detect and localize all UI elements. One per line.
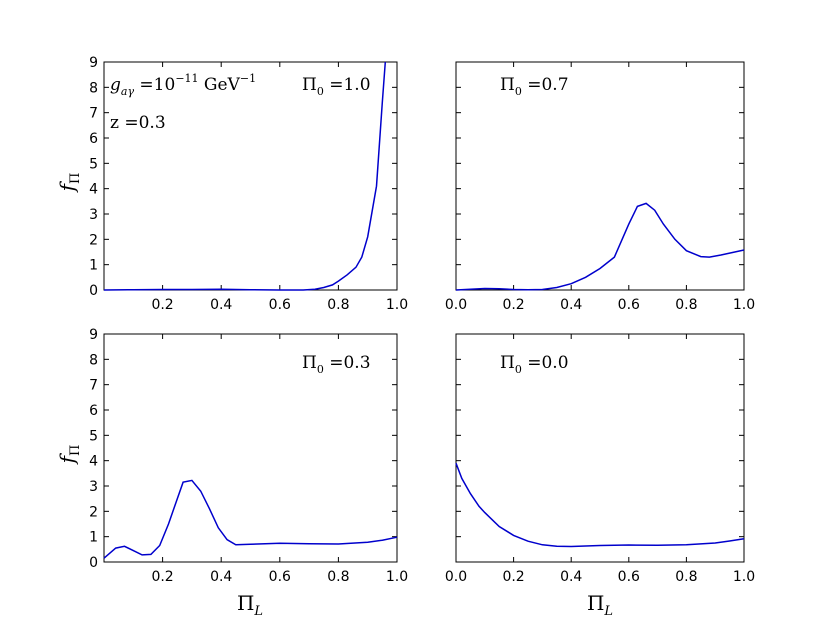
x-tick-label: 0.6: [269, 569, 291, 585]
x-axis-label: ΠL: [587, 591, 613, 619]
panel-bottom-left: 0.2 0.4 0.6 0.8 1.0 0 1 2 3 4 5 6 7 8 9 Π0 =0.3 fΠ ΠL: [55, 327, 408, 619]
y-tick-label: 1: [89, 530, 98, 546]
panel-top-left: 0.2 0.4 0.6 0.8 1.0 0 1 2 3 4 5 6 7 8 9 gaγ =10−11 GeV…: [55, 55, 408, 313]
x-tick-label: 1.0: [386, 297, 408, 313]
y-tick-label: 7: [89, 106, 98, 122]
x-tick-label: 0.4: [560, 569, 582, 585]
y-tick-label: 9: [89, 327, 98, 343]
series-line: [103, 61, 387, 291]
x-tick-label: 0.4: [210, 569, 232, 585]
annotation-coupling: gaγ =10−11 GeV−1: [110, 72, 256, 98]
y-tick-label: 2: [89, 232, 98, 248]
annotation-pi0: Π0 =0.0: [500, 353, 569, 376]
x-tick-label: 0.8: [327, 569, 349, 585]
x-tick-label: 1.0: [733, 297, 755, 313]
panel-bottom-right: 0.0 0.2 0.4 0.6 0.8 1.0 Π0 =0.0 ΠL: [445, 333, 755, 619]
plot-frame: [455, 333, 745, 563]
x-tick-label: 0.2: [151, 569, 173, 585]
plot-frame: [103, 61, 398, 291]
y-tick-label: 8: [89, 352, 98, 368]
annotation-redshift: z =0.3: [110, 113, 166, 133]
x-tick-label: 0.8: [327, 297, 349, 313]
x-tick-label: 0.6: [618, 297, 640, 313]
y-axis-label: fΠ: [55, 445, 83, 466]
panel-top-right: 0.0 0.2 0.4 0.6 0.8 1.0 Π0 =0.7: [445, 61, 755, 313]
plot-frame: [455, 61, 745, 291]
x-tick-label: 0.2: [502, 297, 524, 313]
x-tick-label: 0.0: [445, 569, 467, 585]
y-tick-label: 6: [89, 131, 98, 147]
y-tick-label: 3: [89, 479, 98, 495]
annotation-pi0: Π0 =0.7: [500, 75, 569, 98]
x-tick-label: 0.8: [675, 569, 697, 585]
y-tick-label: 4: [89, 454, 98, 470]
y-tick-label: 9: [89, 55, 98, 71]
x-tick-label: 0.0: [445, 297, 467, 313]
y-tick-label: 5: [89, 428, 98, 444]
x-tick-label: 0.4: [560, 297, 582, 313]
y-tick-label: 7: [89, 378, 98, 394]
x-tick-label: 0.6: [269, 297, 291, 313]
annotation-pi0: Π0 =1.0: [302, 75, 371, 98]
x-tick-label: 1.0: [733, 569, 755, 585]
series-line: [455, 202, 745, 291]
series-line: [103, 479, 398, 559]
y-tick-label: 0: [89, 283, 98, 299]
x-tick-label: 0.8: [675, 297, 697, 313]
x-tick-label: 0.6: [618, 569, 640, 585]
y-tick-label: 2: [89, 504, 98, 520]
x-tick-label: 0.2: [502, 569, 524, 585]
annotation-pi0: Π0 =0.3: [302, 353, 371, 376]
x-tick-label: 1.0: [386, 569, 408, 585]
series-line: [455, 462, 745, 548]
x-tick-label: 0.2: [151, 297, 173, 313]
x-axis-label: ΠL: [237, 591, 263, 619]
y-tick-label: 3: [89, 207, 98, 223]
y-tick-label: 4: [89, 182, 98, 198]
y-tick-label: 8: [89, 80, 98, 96]
y-tick-label: 1: [89, 258, 98, 274]
y-tick-label: 0: [89, 555, 98, 571]
y-axis-label: fΠ: [55, 173, 83, 194]
y-tick-label: 6: [89, 403, 98, 419]
x-tick-label: 0.4: [210, 297, 232, 313]
y-tick-label: 5: [89, 156, 98, 172]
plot-frame: [103, 333, 398, 563]
